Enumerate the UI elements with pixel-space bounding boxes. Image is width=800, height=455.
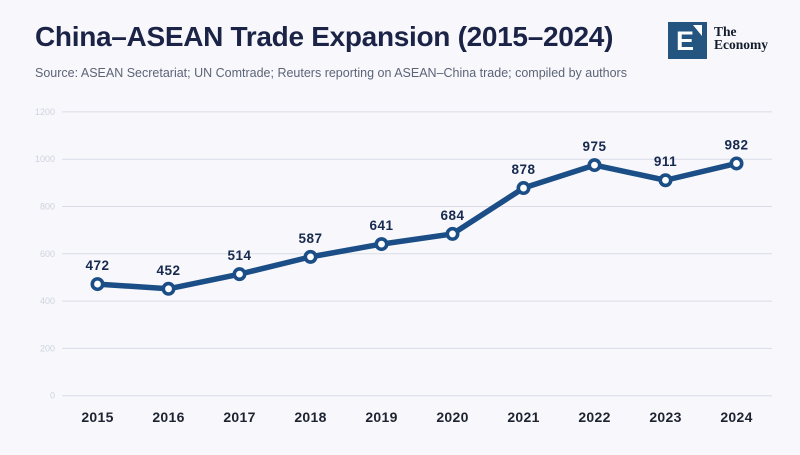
data-point-2016 (161, 281, 176, 296)
y-tick-label: 1000 (35, 154, 55, 164)
data-point-2018 (303, 249, 318, 264)
data-point-label: 975 (582, 139, 606, 154)
x-axis-label: 2021 (507, 409, 539, 425)
data-point-2019 (374, 237, 389, 252)
trade-line (94, 160, 740, 292)
data-point-2024 (729, 156, 744, 171)
y-tick-label: 800 (40, 202, 55, 212)
logo-letter: E (676, 26, 694, 56)
the-economy-logo-icon: E (668, 22, 707, 59)
chart-area: 0 200 400 600 800 1000 1200 472 2015 452 2016 514 20… (0, 100, 800, 450)
data-point-2022 (587, 158, 602, 173)
data-point-label: 472 (85, 258, 109, 273)
x-axis-label: 2022 (578, 409, 610, 425)
y-tick-label: 1200 (35, 107, 55, 117)
x-axis-label: 2020 (436, 409, 468, 425)
data-point-label: 684 (440, 208, 464, 223)
x-axis-label: 2019 (365, 409, 397, 425)
data-point-2021 (516, 181, 531, 196)
y-tick-label: 0 (50, 391, 55, 401)
x-axis-label: 2017 (223, 409, 255, 425)
data-point-label: 878 (511, 162, 535, 177)
page-title: China–ASEAN Trade Expansion (2015–2024) (35, 21, 614, 52)
y-tick-label: 600 (40, 249, 55, 259)
y-tick-label: 200 (40, 343, 55, 353)
source-note: Source: ASEAN Secretariat; UN Comtrade; … (35, 66, 627, 80)
data-point-2015 (90, 277, 105, 292)
brand-name: The Economy (714, 22, 768, 52)
the-economy-logo: E The Economy (668, 22, 768, 59)
x-axis-label: 2023 (649, 409, 681, 425)
x-axis-label: 2015 (81, 409, 113, 425)
data-point-label: 982 (724, 137, 748, 152)
trade-line-chart: 0 200 400 600 800 1000 1200 472 2015 452 2016 514 20… (35, 107, 772, 425)
data-point-label: 911 (654, 154, 677, 169)
data-point-2017 (232, 267, 247, 282)
brand-name-line1: The (714, 24, 737, 39)
x-axis-label: 2024 (720, 409, 752, 425)
data-point-label: 514 (227, 248, 251, 263)
data-point-label: 452 (156, 263, 180, 278)
brand-name-line2: Economy (714, 37, 768, 52)
data-point-2020 (445, 226, 460, 241)
logo-quote-icon (693, 25, 702, 36)
y-tick-label: 400 (40, 296, 55, 306)
data-point-label: 587 (298, 231, 322, 246)
x-axis-label: 2018 (294, 409, 326, 425)
x-axis-label: 2016 (152, 409, 184, 425)
data-point-label: 641 (369, 218, 393, 233)
data-point-2023 (658, 173, 673, 188)
